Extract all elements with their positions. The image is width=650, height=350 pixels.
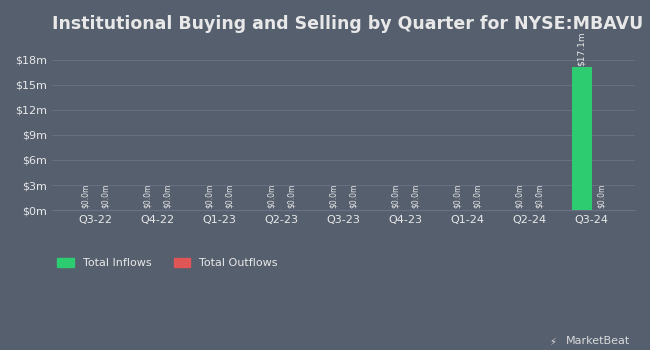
Bar (572, 67, 592, 210)
Text: ⚡: ⚡ (549, 336, 556, 346)
Text: $0.0m: $0.0m (81, 184, 90, 209)
Text: $0.0m: $0.0m (411, 184, 420, 209)
Text: MarketBeat: MarketBeat (566, 336, 630, 346)
Text: $0.0m: $0.0m (287, 184, 296, 209)
Text: $0.0m: $0.0m (101, 184, 110, 209)
Text: $0.0m: $0.0m (329, 184, 338, 209)
Legend: Total Inflows, Total Outflows: Total Inflows, Total Outflows (57, 258, 278, 268)
Text: $0.0m: $0.0m (162, 184, 172, 209)
Text: $0.0m: $0.0m (515, 184, 524, 209)
Text: Institutional Buying and Selling by Quarter for NYSE:MBAVU: Institutional Buying and Selling by Quar… (52, 15, 643, 33)
Text: $0.0m: $0.0m (143, 184, 152, 209)
Text: $0.0m: $0.0m (267, 184, 276, 209)
Text: $0.0m: $0.0m (391, 184, 400, 209)
Text: $0.0m: $0.0m (349, 184, 358, 209)
Text: $0.0m: $0.0m (225, 184, 234, 209)
Text: $0.0m: $0.0m (597, 184, 606, 209)
Text: $0.0m: $0.0m (473, 184, 482, 209)
Text: $0.0m: $0.0m (205, 184, 214, 209)
Text: $0.0m: $0.0m (535, 184, 544, 209)
Text: $0.0m: $0.0m (453, 184, 462, 209)
Text: $17.1m: $17.1m (577, 31, 586, 66)
